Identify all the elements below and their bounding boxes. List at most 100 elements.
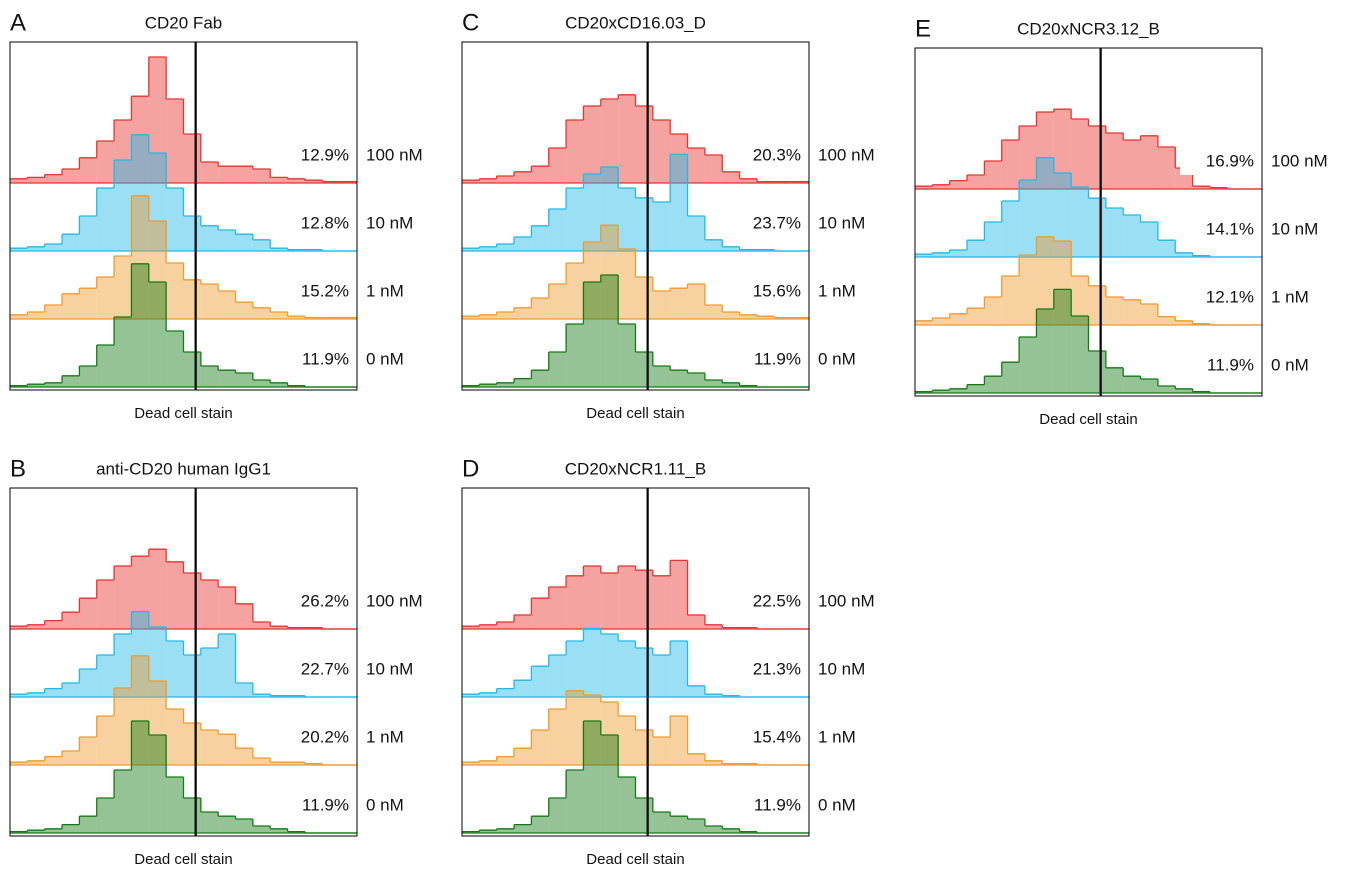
gated-percent: 12.1% [1206,287,1254,306]
plot-frame [914,47,1263,397]
histogram-bar [1140,304,1158,325]
histogram-bar [548,709,567,765]
histogram-bar [566,120,584,183]
histogram-bar [131,556,149,629]
histogram-bar [1088,126,1106,189]
plot-frame [9,41,358,391]
histogram-bar [652,366,671,387]
histogram-bar [496,312,515,319]
histogram-bar [79,598,97,629]
histogram-bar [1019,337,1037,393]
histogram-bar [1088,198,1106,257]
histogram-bar [235,748,253,765]
histogram-bar [635,648,653,697]
label-bg [1180,149,1258,175]
histogram-bar [932,390,950,393]
histogram-bar [27,830,45,833]
label-bg [275,143,353,169]
histogram-bar [62,169,80,183]
histogram-bar [200,225,219,251]
histogram-bar [618,566,636,629]
histogram-bar [1036,236,1054,325]
histogram-bar [1157,316,1176,325]
series-label: 1 nM [818,281,856,300]
label-bg [727,589,805,615]
gated-percent: 20.3% [753,145,801,164]
histogram-bar [62,824,80,833]
histogram-bar [270,312,288,319]
histogram-bar [791,317,809,319]
histogram-bar [548,284,567,319]
histogram-bar [462,248,480,251]
histogram-bar [27,246,45,251]
gated-percent: 26.2% [301,591,349,610]
label-bg [275,347,353,373]
histogram-bar [131,96,149,183]
histogram-bar [514,171,532,183]
histogram-bar [114,160,132,251]
histogram-bar [1053,109,1072,189]
histogram-bar [131,655,149,765]
histogram-bar [600,634,619,697]
gated-percent: 14.1% [1206,219,1254,238]
histogram-bar [114,770,132,833]
histogram-bar [1071,187,1089,257]
histogram-bar [531,730,549,765]
histogram-bar [531,816,549,833]
histogram-bar [652,291,671,319]
histogram-bar [687,685,705,697]
histogram-bar [235,683,253,697]
panel-title: CD20xNCR3.12_B [1017,19,1160,38]
histogram-bar [1105,297,1124,325]
histogram-bar [722,828,740,833]
histogram-bar [114,120,132,183]
histogram-bar [148,153,167,251]
histogram-bar [531,666,549,697]
histogram-bar [44,382,63,387]
gated-percent: 22.7% [301,659,349,678]
histogram-bar [304,180,323,183]
label-bg [275,279,353,305]
series-label: 0 nM [366,349,404,368]
histogram-bar [10,626,28,629]
histogram-bar [218,370,236,387]
histogram-bar [479,692,497,697]
histogram-bar [44,620,63,629]
histogram-bar [1001,362,1020,393]
plot-frame [461,41,810,391]
histogram-bar [756,181,775,183]
histogram-bar [566,575,584,629]
histogram-bar [252,694,271,697]
histogram-bar [339,317,357,319]
histogram-bar [984,161,1002,189]
panel: D CD20xNCR1.11_B Dead cell stain 22.5% 100 n… [461,455,875,868]
histogram-bar [915,320,933,325]
series-label: 10 nM [818,213,865,232]
histogram-bar [704,380,723,387]
histogram-bar [200,366,219,387]
histogram-bar [304,317,323,319]
histogram-bar [531,298,549,319]
histogram-bar [200,648,219,697]
histogram-bar [739,385,757,387]
panel-title: CD20xCD16.03_D [565,13,706,32]
histogram-bar [1019,126,1037,189]
histogram-bar [304,763,323,765]
histogram-bar [722,695,740,697]
histogram-bar [774,317,792,319]
histogram-bar [514,307,532,319]
histogram-bar [235,234,253,251]
x-axis-label: Dead cell stain [586,405,684,422]
histogram-bar [270,828,288,833]
histogram-bar [1053,289,1072,393]
histogram-bar [166,641,184,697]
label-bg [275,211,353,237]
histogram-bar [479,178,497,183]
histogram-bar [548,655,567,697]
histogram-bar [496,756,515,765]
histogram-bar [652,655,671,697]
histogram-bar [44,828,63,833]
gated-percent: 11.9% [1207,355,1254,374]
histogram-bar [200,284,219,319]
